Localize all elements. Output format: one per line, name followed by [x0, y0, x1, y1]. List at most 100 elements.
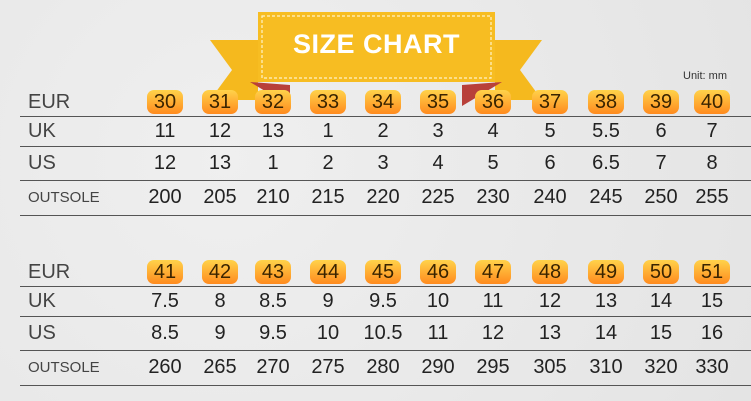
uk-cell: 6	[655, 119, 667, 142]
uk-cell: 4	[487, 119, 499, 142]
eur-size-badge: 42	[202, 260, 238, 284]
outsole-cell: 305	[533, 356, 567, 378]
row-label-uk: UK	[28, 119, 56, 142]
uk-cell: 9	[322, 289, 334, 312]
row-uk: UK 11 12 13 1 2 3 4 5 5.5 6 7	[20, 116, 751, 147]
outsole-cell: 265	[203, 356, 237, 378]
uk-cell: 8.5	[259, 289, 287, 312]
row-us: US 12 13 1 2 3 4 5 6 6.5 7 8	[20, 146, 751, 181]
row-label-eur: EUR	[28, 260, 71, 283]
row-label-outsole: OUTSOLE	[28, 189, 100, 206]
eur-size-badge: 47	[475, 260, 511, 284]
us-cell: 2	[322, 151, 334, 174]
eur-size-badge: 45	[365, 260, 401, 284]
outsole-cell: 245	[589, 186, 623, 208]
uk-cell: 14	[649, 289, 673, 312]
row-label-us: US	[28, 151, 56, 174]
us-cell: 3	[377, 151, 389, 174]
row-us: US 8.5 9 9.5 10 10.5 11 12 13 14 15 16	[20, 316, 751, 351]
eur-size-badge: 43	[255, 260, 291, 284]
outsole-cell: 270	[256, 356, 290, 378]
us-cell: 11	[427, 321, 449, 344]
banner-title: SIZE CHART	[293, 28, 460, 59]
uk-cell: 13	[594, 289, 618, 312]
uk-cell: 9.5	[369, 289, 397, 312]
us-cell: 10.5	[363, 321, 403, 344]
outsole-cell: 295	[476, 356, 510, 378]
eur-size-badge: 33	[310, 90, 346, 114]
eur-size-badge: 38	[588, 90, 624, 114]
row-eur: EUR 41 42 43 44 45 46 47 48 49 50 51	[20, 258, 751, 287]
uk-cell: 13	[261, 119, 285, 142]
row-label-uk: UK	[28, 289, 56, 312]
eur-size-badge: 40	[694, 90, 730, 114]
row-label-eur: EUR	[28, 90, 71, 113]
eur-size-badge: 48	[532, 260, 568, 284]
eur-size-badge: 31	[202, 90, 238, 114]
outsole-cell: 280	[366, 356, 400, 378]
us-cell: 1	[267, 151, 279, 174]
outsole-cell: 260	[148, 356, 182, 378]
eur-size-badge: 32	[255, 90, 291, 114]
us-cell: 6.5	[592, 151, 620, 174]
uk-cell: 2	[377, 119, 389, 142]
us-cell: 8.5	[151, 321, 179, 344]
row-label-us: US	[28, 321, 56, 344]
us-cell: 12	[481, 321, 505, 344]
uk-cell: 11	[482, 289, 504, 312]
uk-cell: 7	[706, 119, 718, 142]
outsole-cell: 220	[366, 186, 400, 208]
us-cell: 9.5	[259, 321, 287, 344]
uk-cell: 10	[426, 289, 450, 312]
outsole-cell: 255	[695, 186, 729, 208]
uk-cell: 7.5	[151, 289, 179, 312]
outsole-cell: 225	[421, 186, 455, 208]
eur-size-badge: 30	[147, 90, 183, 114]
us-cell: 13	[538, 321, 562, 344]
outsole-cell: 230	[476, 186, 510, 208]
outsole-cell: 310	[589, 356, 623, 378]
eur-size-badge: 34	[365, 90, 401, 114]
eur-size-badge: 49	[588, 260, 624, 284]
us-cell: 7	[655, 151, 667, 174]
outsole-cell: 275	[311, 356, 345, 378]
uk-cell: 3	[432, 119, 444, 142]
us-cell: 5	[487, 151, 499, 174]
uk-cell: 12	[208, 119, 232, 142]
size-chart-banner	[210, 12, 542, 106]
outsole-cell: 330	[695, 356, 729, 378]
unit-label: Unit: mm	[683, 70, 727, 82]
uk-cell: 8	[214, 289, 226, 312]
eur-size-badge: 44	[310, 260, 346, 284]
us-cell: 6	[544, 151, 556, 174]
us-cell: 14	[594, 321, 618, 344]
eur-size-badge: 36	[475, 90, 511, 114]
us-cell: 9	[214, 321, 226, 344]
row-outsole: OUTSOLE 200 205 210 215 220 225 230 240 245 250 255	[20, 180, 751, 216]
row-uk: UK 7.5 8 8.5 9 9.5 10 11 12 13 14 15	[20, 286, 751, 317]
outsole-cell: 200	[148, 186, 182, 208]
outsole-cell: 215	[311, 186, 345, 208]
us-cell: 12	[153, 151, 177, 174]
uk-cell: 15	[700, 289, 724, 312]
us-cell: 4	[432, 151, 444, 174]
us-cell: 16	[700, 321, 724, 344]
eur-size-badge: 51	[694, 260, 730, 284]
outsole-cell: 240	[533, 186, 567, 208]
us-cell: 15	[649, 321, 673, 344]
eur-size-badge: 41	[147, 260, 183, 284]
uk-cell: 5	[544, 119, 556, 142]
outsole-cell: 210	[256, 186, 290, 208]
outsole-cell: 250	[644, 186, 678, 208]
eur-size-badge: 46	[420, 260, 456, 284]
row-outsole: OUTSOLE 260 265 270 275 280 290 295 305 310 320 330	[20, 350, 751, 386]
eur-size-badge: 50	[643, 260, 679, 284]
row-eur: EUR 30 31 32 33 34 35 36 37 38 39 40	[20, 88, 751, 117]
us-cell: 13	[208, 151, 232, 174]
outsole-cell: 290	[421, 356, 455, 378]
outsole-cell: 320	[644, 356, 678, 378]
outsole-cell: 205	[203, 186, 237, 208]
uk-cell: 12	[538, 289, 562, 312]
us-cell: 8	[706, 151, 718, 174]
row-label-outsole: OUTSOLE	[28, 359, 100, 376]
